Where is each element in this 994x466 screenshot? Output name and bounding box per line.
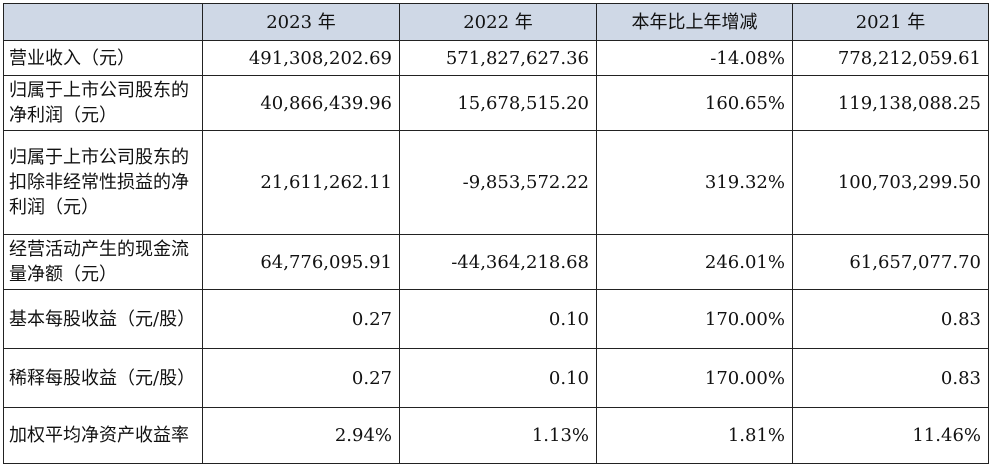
header-cell-blank [3, 3, 203, 41]
header-cell-2021: 2021 年 [792, 3, 989, 41]
row-label: 归属于上市公司股东的扣除非经常性损益的净利润（元） [3, 130, 203, 235]
cell-2023: 40,866,439.96 [202, 75, 400, 131]
table-row: 归属于上市公司股东的净利润（元） 40,866,439.96 15,678,51… [3, 75, 989, 131]
cell-2023: 21,611,262.11 [202, 130, 400, 235]
cell-2022: 0.10 [399, 289, 597, 349]
cell-2021: 778,212,059.61 [792, 40, 989, 76]
cell-2021: 119,138,088.25 [792, 75, 989, 131]
cell-change: 1.81% [596, 407, 793, 464]
cell-change: 246.01% [596, 234, 793, 290]
row-label: 营业收入（元） [3, 40, 203, 76]
header-cell-2023: 2023 年 [202, 3, 400, 41]
cell-2022: 0.10 [399, 348, 597, 408]
table-row: 基本每股收益（元/股） 0.27 0.10 170.00% 0.83 [3, 289, 989, 349]
row-label: 基本每股收益（元/股） [3, 289, 203, 349]
cell-2022: 15,678,515.20 [399, 75, 597, 131]
cell-2021: 0.83 [792, 289, 989, 349]
cell-2023: 491,308,202.69 [202, 40, 400, 76]
row-label: 经营活动产生的现金流量净额（元） [3, 234, 203, 290]
table-row: 加权平均净资产收益率 2.94% 1.13% 1.81% 11.46% [3, 407, 989, 464]
cell-2021: 100,703,299.50 [792, 130, 989, 235]
cell-2023: 0.27 [202, 289, 400, 349]
cell-2022: -44,364,218.68 [399, 234, 597, 290]
cell-change: 170.00% [596, 348, 793, 408]
cell-change: 170.00% [596, 289, 793, 349]
table-row: 稀释每股收益（元/股） 0.27 0.10 170.00% 0.83 [3, 348, 989, 408]
row-label: 加权平均净资产收益率 [3, 407, 203, 464]
row-label: 稀释每股收益（元/股） [3, 348, 203, 408]
cell-2023: 0.27 [202, 348, 400, 408]
row-label: 归属于上市公司股东的净利润（元） [3, 75, 203, 131]
cell-change: 319.32% [596, 130, 793, 235]
cell-2022: 1.13% [399, 407, 597, 464]
header-cell-change: 本年比上年增减 [596, 3, 793, 41]
cell-2022: -9,853,572.22 [399, 130, 597, 235]
header-cell-2022: 2022 年 [399, 3, 597, 41]
header-row: 2023 年 2022 年 本年比上年增减 2021 年 [3, 3, 989, 41]
cell-2021: 0.83 [792, 348, 989, 408]
cell-change: -14.08% [596, 40, 793, 76]
cell-2021: 11.46% [792, 407, 989, 464]
financial-summary-table: 2023 年 2022 年 本年比上年增减 2021 年 营业收入（元） 491… [3, 3, 989, 464]
cell-2022: 571,827,627.36 [399, 40, 597, 76]
cell-change: 160.65% [596, 75, 793, 131]
table-row: 营业收入（元） 491,308,202.69 571,827,627.36 -1… [3, 40, 989, 76]
cell-2023: 64,776,095.91 [202, 234, 400, 290]
cell-2021: 61,657,077.70 [792, 234, 989, 290]
cell-2023: 2.94% [202, 407, 400, 464]
table-row: 归属于上市公司股东的扣除非经常性损益的净利润（元） 21,611,262.11 … [3, 130, 989, 235]
table-row: 经营活动产生的现金流量净额（元） 64,776,095.91 -44,364,2… [3, 234, 989, 290]
